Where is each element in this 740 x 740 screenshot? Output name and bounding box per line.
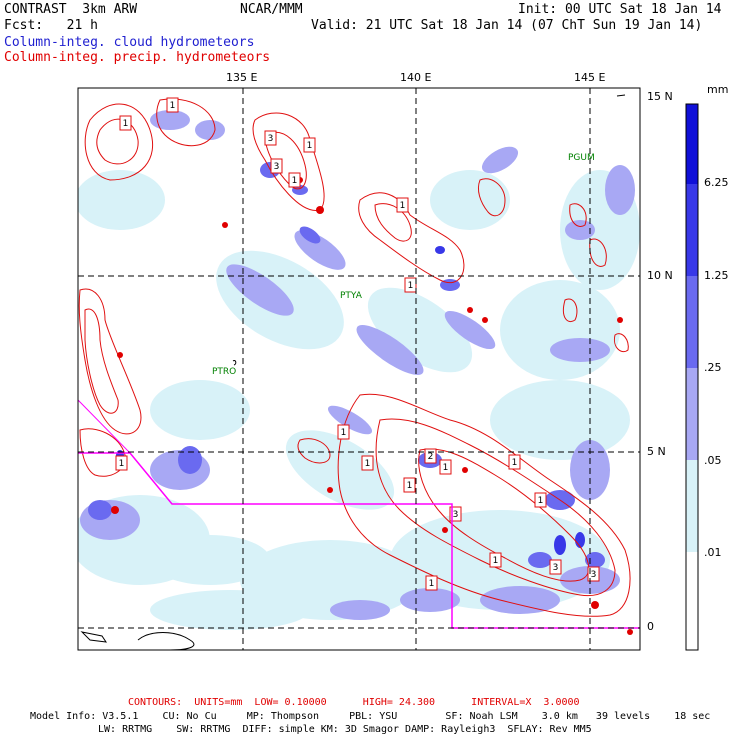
contour-label: 1 xyxy=(400,201,406,211)
station-ptro: PTRO xyxy=(212,367,236,377)
contour-label: 1 xyxy=(365,459,371,469)
station-pgum: PGUM xyxy=(568,153,595,163)
lat-label-10n: 10 N xyxy=(647,269,673,282)
colorbar-level-005: .05 xyxy=(704,454,722,467)
colorbar xyxy=(685,103,699,651)
contour-label: 1 xyxy=(538,496,544,506)
colorbar-swatch xyxy=(686,368,698,460)
contour-label-boxes xyxy=(115,97,600,591)
forecast-map: 1 1 3 1 3 1 1 1 1 1 1 2 1 1 3 3 1 1 1 3 … xyxy=(77,87,699,651)
colorbar-swatch xyxy=(686,552,698,650)
contour-label: 1 xyxy=(119,459,125,469)
contour-label: 2 xyxy=(428,452,434,462)
lat-label-eq: 0 xyxy=(647,620,654,633)
contour-label: 3 xyxy=(453,510,459,520)
field1-title: Column-integ. cloud hydrometeors xyxy=(4,35,255,50)
island-outline xyxy=(616,94,626,97)
contour-label: 1 xyxy=(170,101,176,111)
contour-label: 3 xyxy=(591,570,597,580)
lon-label-140: 140 E xyxy=(400,71,432,84)
contour-label: 1 xyxy=(443,463,449,473)
island-outline xyxy=(232,360,237,366)
colorbar-level-625: 6.25 xyxy=(704,176,729,189)
colorbar-unit: mm xyxy=(707,83,729,96)
island-outline xyxy=(80,631,108,643)
plot-frame xyxy=(77,87,641,651)
lon-label-135: 135 E xyxy=(226,71,258,84)
boundary-line-upper xyxy=(77,399,131,454)
init-time: Init: 00 UTC Sat 18 Jan 14 xyxy=(518,2,722,17)
contour-label: 1 xyxy=(493,556,499,566)
contour-label: 1 xyxy=(429,579,435,589)
precip-cores xyxy=(111,177,633,635)
contour-label: 1 xyxy=(307,141,313,151)
colorbar-swatch xyxy=(686,276,698,368)
colorbar-swatch xyxy=(686,104,698,184)
cloud-field xyxy=(78,110,640,630)
model-info-line1: Model Info: V3.5.1 CU: No Cu MP: Thompso… xyxy=(30,711,711,722)
contour-label: 1 xyxy=(123,119,129,129)
cloud-level-005 xyxy=(80,110,635,620)
forecast-hour: Fcst: 21 h xyxy=(4,18,98,33)
colorbar-level-025: .25 xyxy=(704,361,722,374)
lat-label-5n: 5 N xyxy=(647,445,666,458)
contour-label: 1 xyxy=(341,428,347,438)
stations: PGUM PTYA PTRO xyxy=(212,153,595,377)
colorbar-swatch xyxy=(686,184,698,276)
contour-label: 3 xyxy=(553,563,559,573)
contour-label: 1 xyxy=(408,281,414,291)
contour-label-texts: 1 1 3 1 3 1 1 1 1 1 1 2 1 1 3 3 1 1 1 3 … xyxy=(119,101,597,589)
contour-label: 3 xyxy=(274,162,280,172)
contour-label: 3 xyxy=(268,134,274,144)
field2-title: Column-integ. precip. hydrometeors xyxy=(4,50,271,65)
center-label: NCAR/MMM xyxy=(240,2,303,17)
contour-label: 1 xyxy=(407,481,413,491)
model-info-line2: LW: RRTMG SW: RRTMG DIFF: simple KM: 3D … xyxy=(98,724,592,735)
lon-label-145: 145 E xyxy=(574,71,606,84)
valid-time: Valid: 21 UTC Sat 18 Jan 14 (07 ChT Sun … xyxy=(311,18,703,33)
landmass-outlines xyxy=(80,94,626,651)
colorbar-level-001: .01 xyxy=(704,546,722,559)
lat-label-15n: 15 N xyxy=(647,90,673,103)
colorbar-frame xyxy=(685,103,699,651)
contour-label: 1 xyxy=(292,176,298,186)
colorbar-swatch xyxy=(686,460,698,552)
model-title: CONTRAST 3km ARW xyxy=(4,2,138,17)
contour-label: 1 xyxy=(512,458,518,468)
island-outline xyxy=(137,632,195,651)
contours-info: CONTOURS: UNITS=mm LOW= 0.10000 HIGH= 24… xyxy=(128,697,580,708)
colorbar-level-125: 1.25 xyxy=(704,269,729,282)
grid-lines xyxy=(78,88,640,650)
station-ptya: PTYA xyxy=(340,291,363,301)
